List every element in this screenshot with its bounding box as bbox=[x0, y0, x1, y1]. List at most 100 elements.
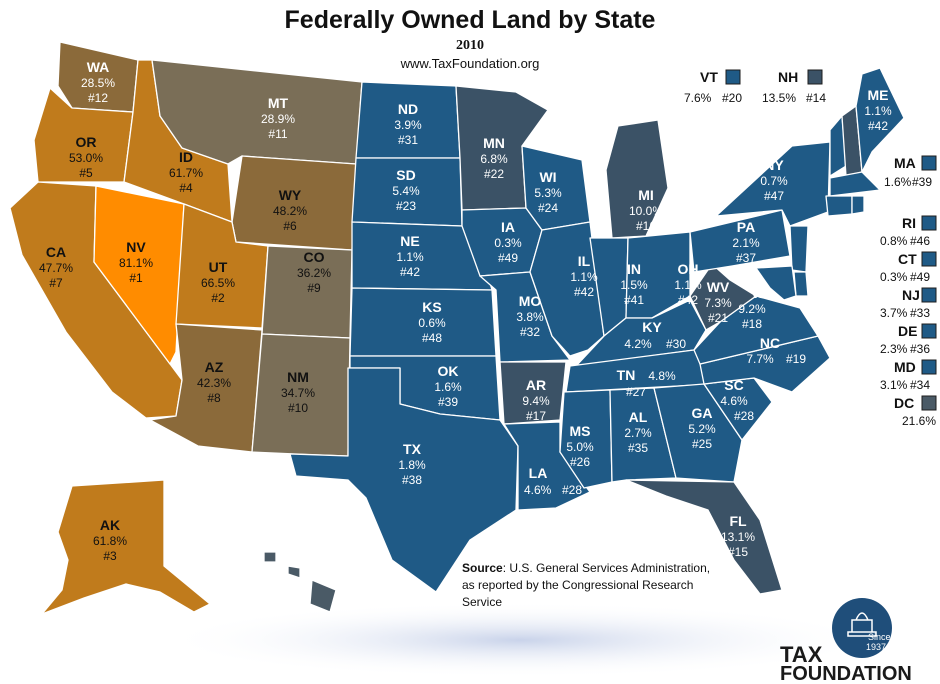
map-shadow bbox=[160, 602, 880, 678]
svg-text:42.3%: 42.3% bbox=[197, 376, 231, 390]
state-ma bbox=[829, 171, 881, 197]
svg-text:OH: OH bbox=[678, 261, 699, 277]
svg-text:#27: #27 bbox=[626, 385, 646, 399]
state-oh bbox=[625, 231, 691, 319]
svg-text:#35: #35 bbox=[628, 441, 648, 455]
svg-text:1.1%: 1.1% bbox=[674, 278, 702, 292]
svg-text:MS: MS bbox=[570, 423, 591, 439]
svg-text:#42: #42 bbox=[574, 285, 594, 299]
label-mn: MN6.8%#22 bbox=[480, 135, 508, 181]
svg-text:#20: #20 bbox=[722, 91, 742, 105]
svg-text:NC: NC bbox=[760, 335, 780, 351]
svg-text:61.7%: 61.7% bbox=[169, 166, 203, 180]
svg-text:#47: #47 bbox=[764, 189, 784, 203]
svg-text:6.8%: 6.8% bbox=[480, 152, 508, 166]
svg-text:TX: TX bbox=[403, 441, 422, 457]
label-tx: TX1.8%#38 bbox=[398, 441, 426, 487]
state-ri bbox=[851, 195, 865, 215]
label-sd: SD5.4%#23 bbox=[392, 167, 420, 213]
svg-text:#4: #4 bbox=[179, 181, 193, 195]
label-mo: MO3.8%#32 bbox=[516, 293, 544, 339]
label-il: IL1.1%#42 bbox=[570, 253, 598, 299]
svg-text:SC: SC bbox=[724, 377, 743, 393]
svg-text:4.8%: 4.8% bbox=[648, 369, 676, 383]
svg-text:Since: Since bbox=[868, 632, 891, 642]
svg-text:UT: UT bbox=[209, 259, 228, 275]
swatch-ri bbox=[921, 215, 937, 231]
label-wi: WI5.3%#24 bbox=[534, 169, 562, 215]
svg-text:#10: #10 bbox=[288, 401, 308, 415]
label-al: AL2.7%#35 bbox=[624, 409, 652, 455]
svg-text:IN: IN bbox=[627, 261, 641, 277]
label-ia: IA0.3%#49 bbox=[494, 219, 522, 265]
svg-text:0.8%: 0.8% bbox=[880, 234, 908, 248]
svg-text:IL: IL bbox=[578, 253, 591, 269]
svg-text:7.3%: 7.3% bbox=[704, 296, 732, 310]
svg-text:KY: KY bbox=[642, 319, 662, 335]
source-line-3: Service bbox=[462, 595, 502, 609]
svg-text:DC: DC bbox=[894, 395, 914, 411]
state-ar bbox=[499, 361, 567, 425]
svg-text:MD: MD bbox=[894, 359, 916, 375]
svg-text:AK: AK bbox=[100, 517, 120, 533]
map-title: Federally Owned Land by State bbox=[285, 6, 656, 34]
svg-text:1.1%: 1.1% bbox=[864, 104, 892, 118]
svg-text:1.6%: 1.6% bbox=[434, 380, 462, 394]
svg-text:DE: DE bbox=[898, 323, 917, 339]
svg-text:5.3%: 5.3% bbox=[534, 186, 562, 200]
svg-text:#26: #26 bbox=[570, 455, 590, 469]
svg-text:OK: OK bbox=[438, 363, 459, 379]
svg-text:HI: HI bbox=[261, 573, 275, 589]
svg-text:#2: #2 bbox=[211, 291, 225, 305]
label-nd: ND3.9%#31 bbox=[394, 101, 422, 147]
state-tx bbox=[289, 367, 519, 593]
svg-text:#34: #34 bbox=[910, 378, 930, 392]
source-note: Source: U.S. General Services Administra… bbox=[462, 561, 710, 609]
logo-seal bbox=[832, 598, 892, 658]
map-year: 2010 bbox=[456, 38, 484, 53]
svg-text:GA: GA bbox=[692, 405, 713, 421]
state-nj bbox=[789, 225, 809, 273]
svg-text:#24: #24 bbox=[538, 201, 558, 215]
svg-text:ME: ME bbox=[868, 87, 889, 103]
label-ar: AR9.4%#17 bbox=[522, 377, 550, 423]
svg-text:7.6%: 7.6% bbox=[684, 91, 712, 105]
source-label: Source bbox=[462, 561, 503, 575]
svg-text:3.9%: 3.9% bbox=[394, 118, 422, 132]
state-pa bbox=[689, 209, 791, 273]
svg-text:20.3%: 20.3% bbox=[251, 590, 285, 604]
svg-text:MA: MA bbox=[894, 155, 916, 171]
callout-nj: NJ 3.7% #33 bbox=[880, 287, 937, 320]
svg-text:#42: #42 bbox=[400, 265, 420, 279]
label-tn: TN 4.8%#27 bbox=[617, 367, 676, 399]
svg-text:66.5%: 66.5% bbox=[201, 276, 235, 290]
svg-text:0.3%: 0.3% bbox=[880, 270, 908, 284]
state-fl bbox=[625, 479, 783, 595]
svg-text:NM: NM bbox=[287, 369, 309, 385]
svg-text:#30: #30 bbox=[666, 337, 686, 351]
svg-text:#25: #25 bbox=[692, 437, 712, 451]
label-ga: GA5.2%#25 bbox=[688, 405, 716, 451]
svg-text:13.5%: 13.5% bbox=[762, 91, 796, 105]
svg-text:53.0%: 53.0% bbox=[69, 151, 103, 165]
label-ks: KS0.6%#48 bbox=[418, 299, 446, 345]
label-ky: KY 4.2% #30 bbox=[624, 319, 686, 351]
label-me: ME1.1%#42 bbox=[864, 87, 892, 133]
label-oh: OH1.1%#42 bbox=[674, 261, 702, 307]
label-va: VA9.2%#18 bbox=[738, 285, 769, 331]
callout-vt: VT 7.6% #20 bbox=[684, 69, 742, 105]
svg-text:21.6%: 21.6% bbox=[902, 414, 936, 428]
svg-text:MN: MN bbox=[483, 135, 505, 151]
svg-text:48.2%: 48.2% bbox=[273, 204, 307, 218]
svg-text:2.7%: 2.7% bbox=[624, 426, 652, 440]
svg-text:34.7%: 34.7% bbox=[281, 386, 315, 400]
svg-text:AL: AL bbox=[629, 409, 648, 425]
svg-text:#48: #48 bbox=[422, 331, 442, 345]
svg-text:#38: #38 bbox=[402, 473, 422, 487]
